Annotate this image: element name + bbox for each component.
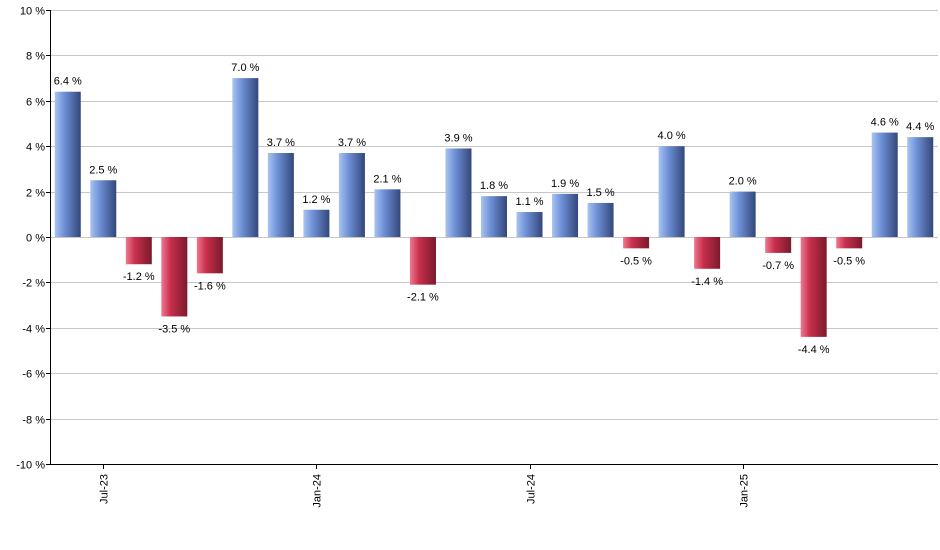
- x-tick-label: Jan-25: [739, 474, 751, 508]
- data-label: 3.9 %: [444, 132, 472, 144]
- bar-nov-23: [232, 78, 259, 237]
- data-label: 1.8 %: [480, 180, 508, 192]
- y-tick-label: 10 %: [20, 6, 45, 18]
- y-tick-label: -2 %: [22, 278, 45, 290]
- data-label: -4.4 %: [798, 344, 830, 356]
- data-label: 1.2 %: [302, 194, 330, 206]
- bar-jan-25: [729, 191, 756, 237]
- bar-oct-24: [623, 237, 650, 249]
- data-label: 1.9 %: [551, 178, 579, 190]
- data-label: 3.7 %: [267, 137, 295, 149]
- bar-jan-24: [303, 209, 330, 237]
- bar-aug-23: [125, 237, 152, 265]
- x-tick-label: Jul-23: [99, 474, 111, 504]
- bars: [54, 78, 934, 337]
- y-tick-label: 0 %: [26, 233, 45, 245]
- y-tick-label: 8 %: [26, 51, 45, 63]
- data-label: -3.5 %: [158, 323, 190, 335]
- bar-jul-23: [90, 180, 117, 237]
- data-label: 4.4 %: [906, 121, 934, 133]
- data-label: 1.1 %: [515, 196, 543, 208]
- data-label: 4.6 %: [871, 117, 899, 129]
- y-tick-label: -4 %: [22, 324, 45, 336]
- data-label: -0.5 %: [620, 255, 652, 267]
- bar-jun-25: [907, 137, 934, 237]
- y-tick-label: 2 %: [26, 188, 45, 200]
- data-label: 4.0 %: [658, 130, 686, 142]
- data-label: -1.2 %: [123, 271, 155, 283]
- data-label: -0.5 %: [833, 255, 865, 267]
- bar-apr-24: [409, 237, 436, 285]
- bar-dec-24: [694, 237, 721, 269]
- data-labels: 6.4 % 2.5 % -1.2 % -3.5 % -1.6 % 7.0 % 3.7 % 1.…: [54, 62, 935, 356]
- data-label: 6.4 %: [54, 76, 82, 88]
- data-label: 7.0 %: [231, 62, 259, 74]
- bar-jun-24: [481, 196, 507, 237]
- data-label: -0.7 %: [762, 260, 794, 272]
- bar-nov-24: [658, 146, 685, 237]
- x-axis: Jul-23 Jan-24 Jul-24 Jan-25: [50, 464, 938, 508]
- bar-feb-25: [765, 237, 792, 253]
- bar-sep-24: [587, 202, 614, 237]
- y-tick-label: 6 %: [26, 97, 45, 109]
- data-label: 2.0 %: [729, 176, 757, 188]
- data-label: -2.1 %: [407, 292, 439, 304]
- bar-feb-24: [338, 153, 365, 237]
- y-tick-label: -8 %: [22, 415, 45, 427]
- y-tick-label: 4 %: [26, 142, 45, 154]
- data-label: -1.4 %: [691, 276, 723, 288]
- y-tick-label: -6 %: [22, 369, 45, 381]
- bar-jun-23: [54, 91, 81, 237]
- bar-dec-23: [267, 153, 294, 237]
- data-label: -1.6 %: [194, 280, 226, 292]
- bar-apr-25: [836, 237, 863, 249]
- data-label: 2.1 %: [373, 173, 401, 185]
- data-label: 1.5 %: [586, 187, 614, 199]
- data-label: 3.7 %: [338, 137, 366, 149]
- x-tick-label: Jul-24: [526, 474, 538, 504]
- bar-oct-23: [196, 237, 223, 274]
- bar-mar-24: [374, 189, 401, 237]
- y-axis: -10 % -8 % -6 % -4 % -2 % 0 % 2 % 4 % 6 % 8 % 10 %: [16, 6, 51, 472]
- x-tick-label: Jan-24: [312, 474, 324, 508]
- bar-jul-24: [516, 212, 543, 237]
- bar-may-24: [445, 148, 472, 237]
- bar-aug-24: [552, 193, 579, 237]
- bar-sep-23: [161, 237, 188, 317]
- bar-mar-25: [800, 237, 827, 337]
- y-tick-label: -10 %: [16, 460, 45, 472]
- bar-may-25: [871, 132, 898, 237]
- data-label: 2.5 %: [89, 164, 117, 176]
